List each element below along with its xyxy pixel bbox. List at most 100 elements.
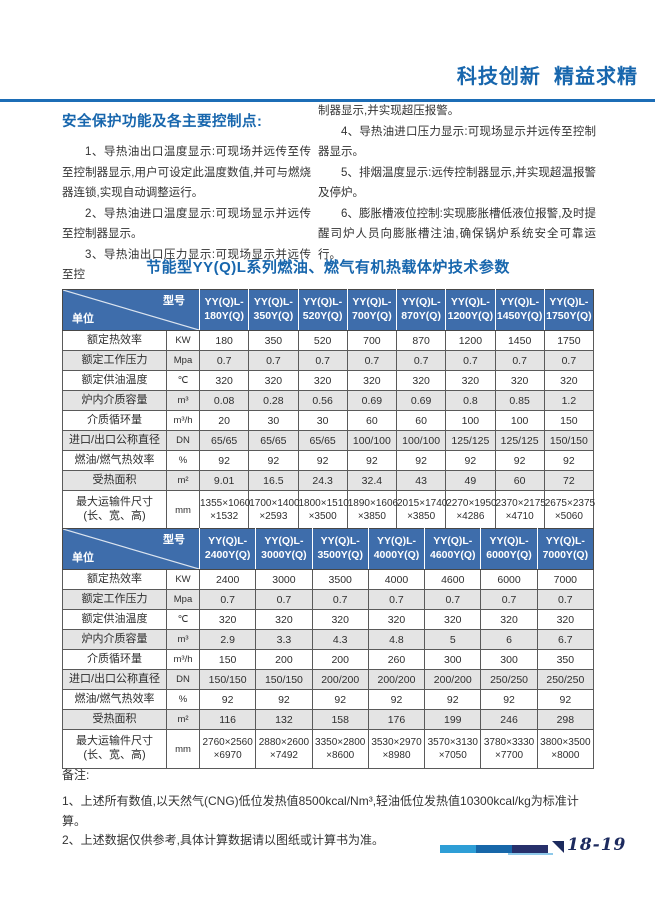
model-header: YY(Q)L- 4600Y(Q) — [424, 528, 482, 570]
table-row: 受热面积 m² 9.01 16.5 24.3 32.4 43 49 60 72 — [62, 470, 595, 491]
table-cell: 125/125 — [494, 430, 545, 451]
table-cell: 0.8 — [445, 390, 496, 411]
model-header: YY(Q)L- 3000Y(Q) — [255, 528, 313, 570]
table-row: 额定工作压力 Mpa 0.7 0.7 0.7 0.7 0.7 0.7 0.7 — [62, 589, 595, 610]
row-label: 额定供油温度 — [62, 370, 167, 391]
row-unit: mm — [166, 729, 200, 769]
table-cell: 20 — [198, 410, 250, 431]
footer-bar-segment — [476, 845, 512, 853]
table-row: 额定供油温度 ℃ 320 320 320 320 320 320 320 — [62, 609, 595, 630]
table-body: 额定热效率 KW 180 350 520 700 870 1200 1450 1750 额定工作压力… — [62, 330, 595, 530]
model-header: YY(Q)L- 1450Y(Q) — [494, 289, 545, 331]
row-label: 进口/出口公称直径 — [62, 430, 167, 451]
table-cell: 0.7 — [198, 589, 257, 610]
table-cell: 320 — [445, 370, 496, 391]
model-header: YY(Q)L- 6000Y(Q) — [480, 528, 538, 570]
table-cell: 100/100 — [346, 430, 398, 451]
table-row: 额定工作压力 Mpa 0.7 0.7 0.7 0.7 0.7 0.7 0.7 0.7 — [62, 350, 595, 371]
model-header: YY(Q)L- 4000Y(Q) — [367, 528, 426, 570]
table-cell: 6 — [480, 629, 538, 650]
table-cell: 132 — [255, 709, 313, 730]
model-header: YY(Q)L- 1200Y(Q) — [445, 289, 496, 331]
row-label: 受热面积 — [62, 470, 167, 491]
table-cell: 92 — [445, 450, 496, 471]
table-cell: 0.28 — [248, 390, 299, 411]
table-cell: 92 — [480, 689, 538, 710]
table-cell: 92 — [198, 450, 250, 471]
row-label: 额定工作压力 — [62, 589, 167, 610]
table-cell: 92 — [248, 450, 299, 471]
section-title: 安全保护功能及各主要控制点: — [62, 114, 263, 130]
table-cell: 92 — [297, 450, 348, 471]
table-cell: 1890×1606 ×3850 — [346, 490, 398, 530]
table-cell: 700 — [346, 330, 398, 351]
paragraph: 4、导热油进口压力显示:可现场显示并远传至控制器显示。 — [318, 125, 596, 159]
row-unit: KW — [166, 569, 200, 590]
table-cell: 92 — [543, 450, 595, 471]
table-cell: 1700×1400 ×2593 — [248, 490, 300, 530]
row-unit: m³ — [166, 390, 200, 411]
table-cell: 0.7 — [445, 350, 496, 371]
table-cell: 320 — [536, 609, 595, 630]
table-cell: 92 — [198, 689, 257, 710]
model-unit-corner-cell: 型号 单位 — [62, 289, 200, 331]
table-cell: 520 — [297, 330, 348, 351]
table-cell: 0.85 — [494, 390, 545, 411]
table-cell: 7000 — [536, 569, 595, 590]
table-cell: 43 — [395, 470, 447, 491]
table-cell: 1450 — [494, 330, 545, 351]
table-cell: 200/200 — [424, 669, 482, 690]
table-cell: 92 — [255, 689, 313, 710]
row-label: 额定热效率 — [62, 330, 167, 351]
table-cell: 125/125 — [445, 430, 496, 451]
right-paragraphs: 制器显示,并实现超压报警。 4、导热油进口压力显示:可现场显示并远传至控制器显示。… — [318, 101, 596, 265]
row-unit: ℃ — [166, 370, 200, 391]
row-label: 炉内介质容量 — [62, 390, 167, 411]
row-unit: m³/h — [166, 649, 200, 670]
table-cell: 246 — [480, 709, 538, 730]
table-cell: 3500 — [311, 569, 369, 590]
table-cell: 3000 — [255, 569, 313, 590]
model-header: YY(Q)L- 520Y(Q) — [297, 289, 348, 331]
table-cell: 320 — [494, 370, 545, 391]
header-rule — [0, 99, 655, 102]
table-cell: 350 — [536, 649, 595, 670]
table-cell: 320 — [480, 609, 538, 630]
table-cell: 320 — [297, 370, 348, 391]
table-cell: 6.7 — [536, 629, 595, 650]
table-row: 炉内介质容量 m³ 0.08 0.28 0.56 0.69 0.69 0.8 0.85 1.2 — [62, 390, 595, 411]
table-cell: 9.01 — [198, 470, 250, 491]
table-cell: 60 — [494, 470, 545, 491]
table-cell: 158 — [311, 709, 369, 730]
table-cell: 200/200 — [367, 669, 426, 690]
row-unit: % — [166, 689, 200, 710]
table-cell: 870 — [395, 330, 447, 351]
table-cell: 0.7 — [198, 350, 250, 371]
table-cell: 3530×2970 ×8980 — [367, 729, 426, 769]
table-cell: 2760×2560 ×6970 — [198, 729, 257, 769]
table-cell: 65/65 — [248, 430, 299, 451]
table-cell: 2270×1950 ×4286 — [445, 490, 497, 530]
table-head: 型号 单位 YY(Q)L- 2400Y(Q) YY(Q)L- 3000Y(Q) YY(Q… — [62, 528, 594, 570]
table-cell: 260 — [367, 649, 426, 670]
table-cell: 0.7 — [494, 350, 545, 371]
table-title: 节能型YY(Q)L系列燃油、燃气有机热载体炉技术参数 — [146, 259, 510, 276]
model-header: YY(Q)L- 3500Y(Q) — [311, 528, 369, 570]
table-cell: 300 — [480, 649, 538, 670]
row-label: 额定供油温度 — [62, 609, 167, 630]
paragraph: 2、导热油进口温度显示:可现场显示并远传至控制器显示。 — [62, 207, 311, 241]
footer-bar-segment — [440, 845, 476, 853]
table-cell: 0.7 — [346, 350, 398, 371]
table-row: 介质循环量 m³/h 150 200 200 260 300 300 350 — [62, 649, 595, 670]
table-cell: 176 — [367, 709, 426, 730]
table-cell: 199 — [424, 709, 482, 730]
table-cell: 5 — [424, 629, 482, 650]
table-cell: 4000 — [367, 569, 426, 590]
table-header-row: 型号 单位 YY(Q)L- 2400Y(Q) YY(Q)L- 3000Y(Q) YY(Q… — [62, 528, 594, 570]
table-cell: 116 — [198, 709, 257, 730]
table-cell: 320 — [311, 609, 369, 630]
model-header: YY(Q)L- 700Y(Q) — [346, 289, 398, 331]
table-cell: 92 — [494, 450, 545, 471]
table-cell: 150 — [198, 649, 257, 670]
table-row: 额定热效率 KW 2400 3000 3500 4000 4600 6000 7000 — [62, 569, 595, 590]
